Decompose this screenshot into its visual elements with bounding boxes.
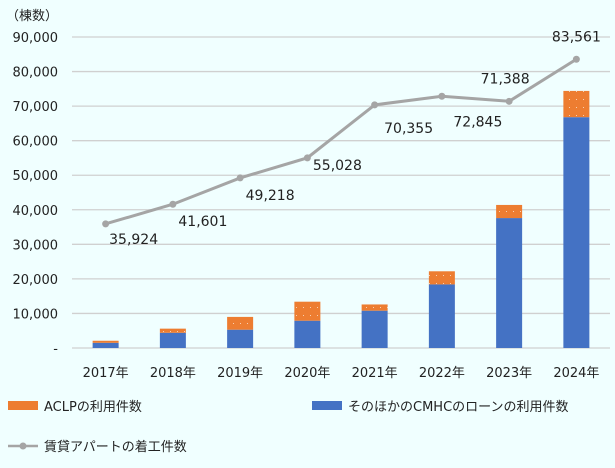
legend-label: 賃貸アパートの着工件数	[44, 440, 187, 455]
line-point	[303, 154, 311, 162]
line-point	[169, 200, 177, 208]
legend-line-marker-icon	[8, 442, 38, 449]
bar-aclp	[496, 204, 523, 219]
bar-other-cmhc	[428, 284, 455, 348]
legend-swatch-orange	[8, 401, 38, 410]
data-label: 49,218	[246, 188, 295, 204]
data-label: 55,028	[313, 158, 362, 174]
legend-swatch-blue	[312, 401, 342, 410]
bar-other-cmhc	[563, 117, 590, 349]
line-point	[438, 92, 446, 100]
x-tick-label: 2020年	[284, 366, 330, 381]
y-tick-label: 80,000	[13, 66, 59, 81]
line-series	[105, 57, 578, 226]
x-tick-label: 2018年	[150, 366, 196, 381]
bar-other-cmhc	[294, 320, 321, 348]
bar-aclp	[159, 328, 186, 333]
x-tick-label: 2022年	[419, 366, 465, 381]
data-label: 70,355	[384, 121, 433, 137]
data-label: 71,388	[481, 71, 530, 87]
y-tick-label: 70,000	[13, 100, 59, 115]
legend-label: ACLPの利用件数	[44, 400, 142, 415]
bar-other-cmhc	[361, 310, 388, 348]
bar-other-cmhc	[227, 329, 254, 348]
y-tick-label: 60,000	[13, 135, 59, 150]
bar-aclp	[294, 301, 321, 321]
legend-aclp: ACLPの利用件数	[8, 396, 142, 415]
bar-other-cmhc	[496, 218, 523, 348]
y-tick-label: 20,000	[13, 273, 59, 288]
line-point	[572, 55, 580, 63]
y-tick-label: 30,000	[13, 238, 59, 253]
line-point	[371, 101, 379, 109]
unit-label: （棟数）	[6, 9, 58, 24]
data-label: 83,561	[552, 29, 601, 45]
y-tick-label: -	[53, 342, 58, 357]
legend-starts: 賃貸アパートの着工件数	[8, 436, 187, 455]
x-tick-label: 2017年	[83, 366, 129, 381]
data-label: 35,924	[109, 232, 158, 248]
bar-aclp	[227, 316, 254, 330]
line-point	[236, 174, 244, 182]
x-tick-label: 2023年	[486, 366, 532, 381]
x-tick-label: 2021年	[352, 366, 398, 381]
y-tick-label: 10,000	[13, 307, 59, 322]
legend-label: そのほかのCMHCのローンの利用件数	[348, 400, 569, 415]
data-label: 41,601	[178, 214, 227, 230]
legend-other-cmhc: そのほかのCMHCのローンの利用件数	[312, 396, 569, 415]
x-tick-label: 2019年	[217, 366, 263, 381]
bar-other-cmhc	[159, 332, 186, 348]
bar-aclp	[361, 304, 388, 311]
line-point	[505, 97, 513, 105]
bar-aclp	[92, 340, 119, 343]
y-tick-label: 90,000	[13, 31, 59, 46]
bar-aclp	[563, 90, 590, 118]
data-label: 72,845	[453, 114, 502, 130]
y-tick-label: 50,000	[13, 169, 59, 184]
line-point	[102, 220, 110, 228]
y-tick-label: 40,000	[13, 204, 59, 219]
bar-other-cmhc	[92, 342, 119, 348]
plot-area: （棟数） - 10,000 20,000 30,000 40,000 50,000 60,0…	[6, 9, 610, 381]
bar-aclp	[428, 271, 455, 285]
x-tick-label: 2024年	[553, 366, 599, 381]
